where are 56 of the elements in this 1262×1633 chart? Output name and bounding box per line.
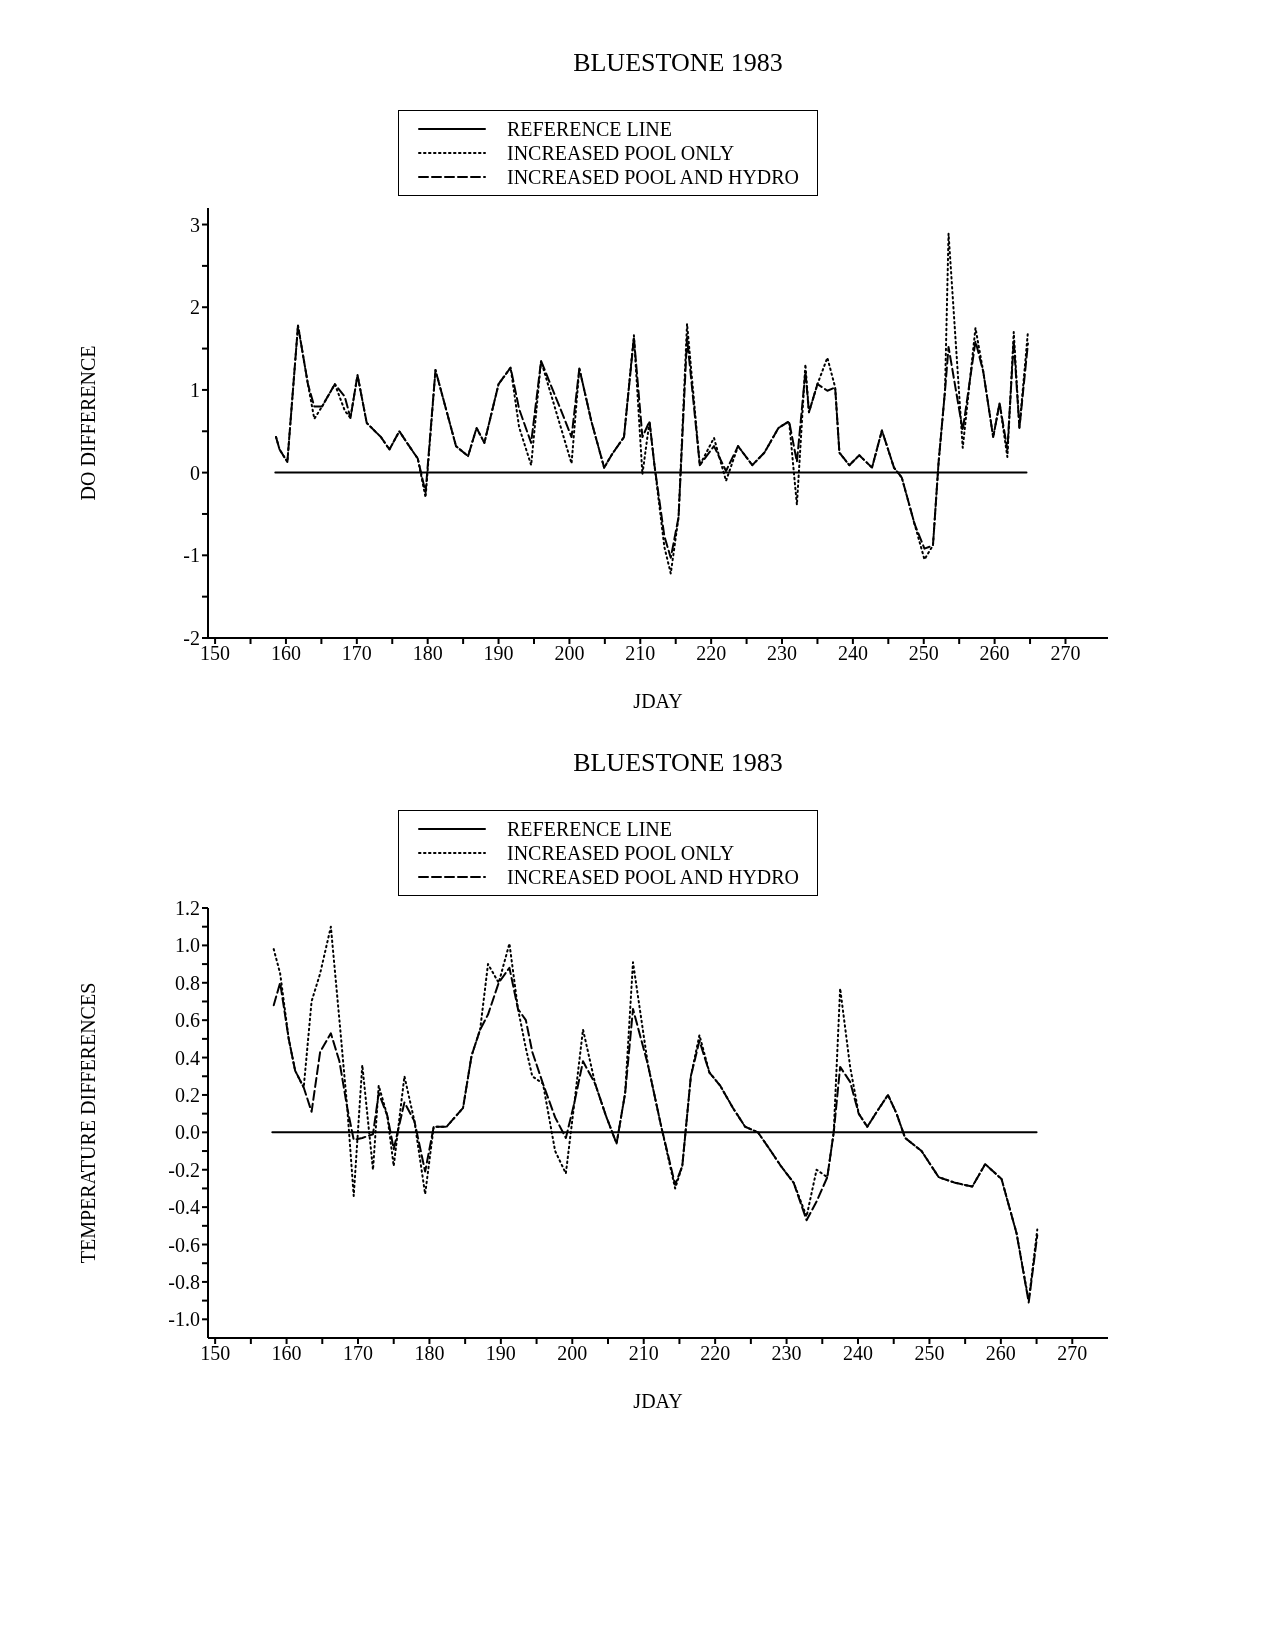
y-tick-label: 0.6 [175, 1009, 200, 1032]
y-tick-label: -0.4 [168, 1196, 200, 1219]
x-tick-label: 240 [837, 642, 868, 665]
x-tick-label: 180 [414, 1342, 445, 1365]
x-tick-label: 200 [557, 1342, 588, 1365]
x-tick-label: 160 [271, 1342, 302, 1365]
x-tick-label: 150 [200, 642, 231, 665]
x-tick-label: 150 [200, 1342, 231, 1365]
x-tick-label: 220 [696, 642, 727, 665]
y-tick-label: 0.2 [175, 1084, 200, 1107]
legend-label: REFERENCE LINE [507, 817, 672, 841]
x-tick-label: 170 [343, 1342, 373, 1365]
y-axis-title: DO DIFFERENCE [77, 345, 100, 501]
chart-title: BLUESTONE 1983 [572, 48, 784, 79]
y-tick-label: 0.4 [175, 1046, 200, 1069]
x-tick-label: 210 [625, 642, 656, 665]
y-tick-label: -0.6 [168, 1233, 200, 1256]
legend-label: INCREASED POOL AND HYDRO [507, 165, 800, 189]
y-tick-label: 0.0 [175, 1121, 200, 1144]
x-tick-label: 200 [554, 642, 585, 665]
x-tick-label: 240 [843, 1342, 873, 1365]
x-tick-label: 160 [270, 642, 301, 665]
x-tick-label: 180 [412, 642, 443, 665]
x-tick-label: 270 [1050, 642, 1081, 665]
y-tick-label: 1.2 [175, 897, 200, 920]
x-tick-label: 210 [628, 1342, 659, 1365]
y-axis-title: TEMPERATURE DIFFERENCES [77, 982, 100, 1264]
y-tick-label: 0.8 [175, 971, 200, 994]
y-tick-label: 1.0 [175, 934, 200, 957]
y-tick-label: -1.0 [168, 1308, 200, 1331]
x-tick-label: 190 [483, 642, 514, 665]
x-tick-label: 260 [985, 1342, 1016, 1365]
y-tick-label: -1 [183, 544, 200, 567]
legend-label: INCREASED POOL ONLY [507, 841, 735, 865]
y-tick-label: -0.8 [168, 1271, 200, 1294]
x-tick-label: 170 [341, 642, 372, 665]
y-tick-label: 1 [190, 379, 200, 402]
x-tick-label: 260 [979, 642, 1010, 665]
x-tick-label: 250 [914, 1342, 945, 1365]
y-tick-label: -0.2 [168, 1158, 200, 1181]
legend-label: REFERENCE LINE [507, 117, 672, 141]
x-tick-label: 250 [908, 642, 939, 665]
x-tick-label: 220 [700, 1342, 731, 1365]
x-tick-label: 230 [767, 642, 798, 665]
x-tick-label: 190 [485, 1342, 516, 1365]
x-tick-label: 230 [771, 1342, 802, 1365]
legend-label: INCREASED POOL ONLY [507, 141, 735, 165]
x-tick-label: 270 [1057, 1342, 1088, 1365]
x-axis-title: JDAY [633, 690, 683, 712]
y-tick-label: -2 [183, 627, 200, 650]
x-axis-title: JDAY [633, 1390, 683, 1412]
y-tick-label: 2 [190, 296, 200, 319]
y-tick-label: 0 [190, 461, 200, 484]
legend-label: INCREASED POOL AND HYDRO [507, 865, 800, 889]
chart-title: BLUESTONE 1983 [572, 748, 784, 779]
y-tick-label: 3 [190, 213, 200, 236]
